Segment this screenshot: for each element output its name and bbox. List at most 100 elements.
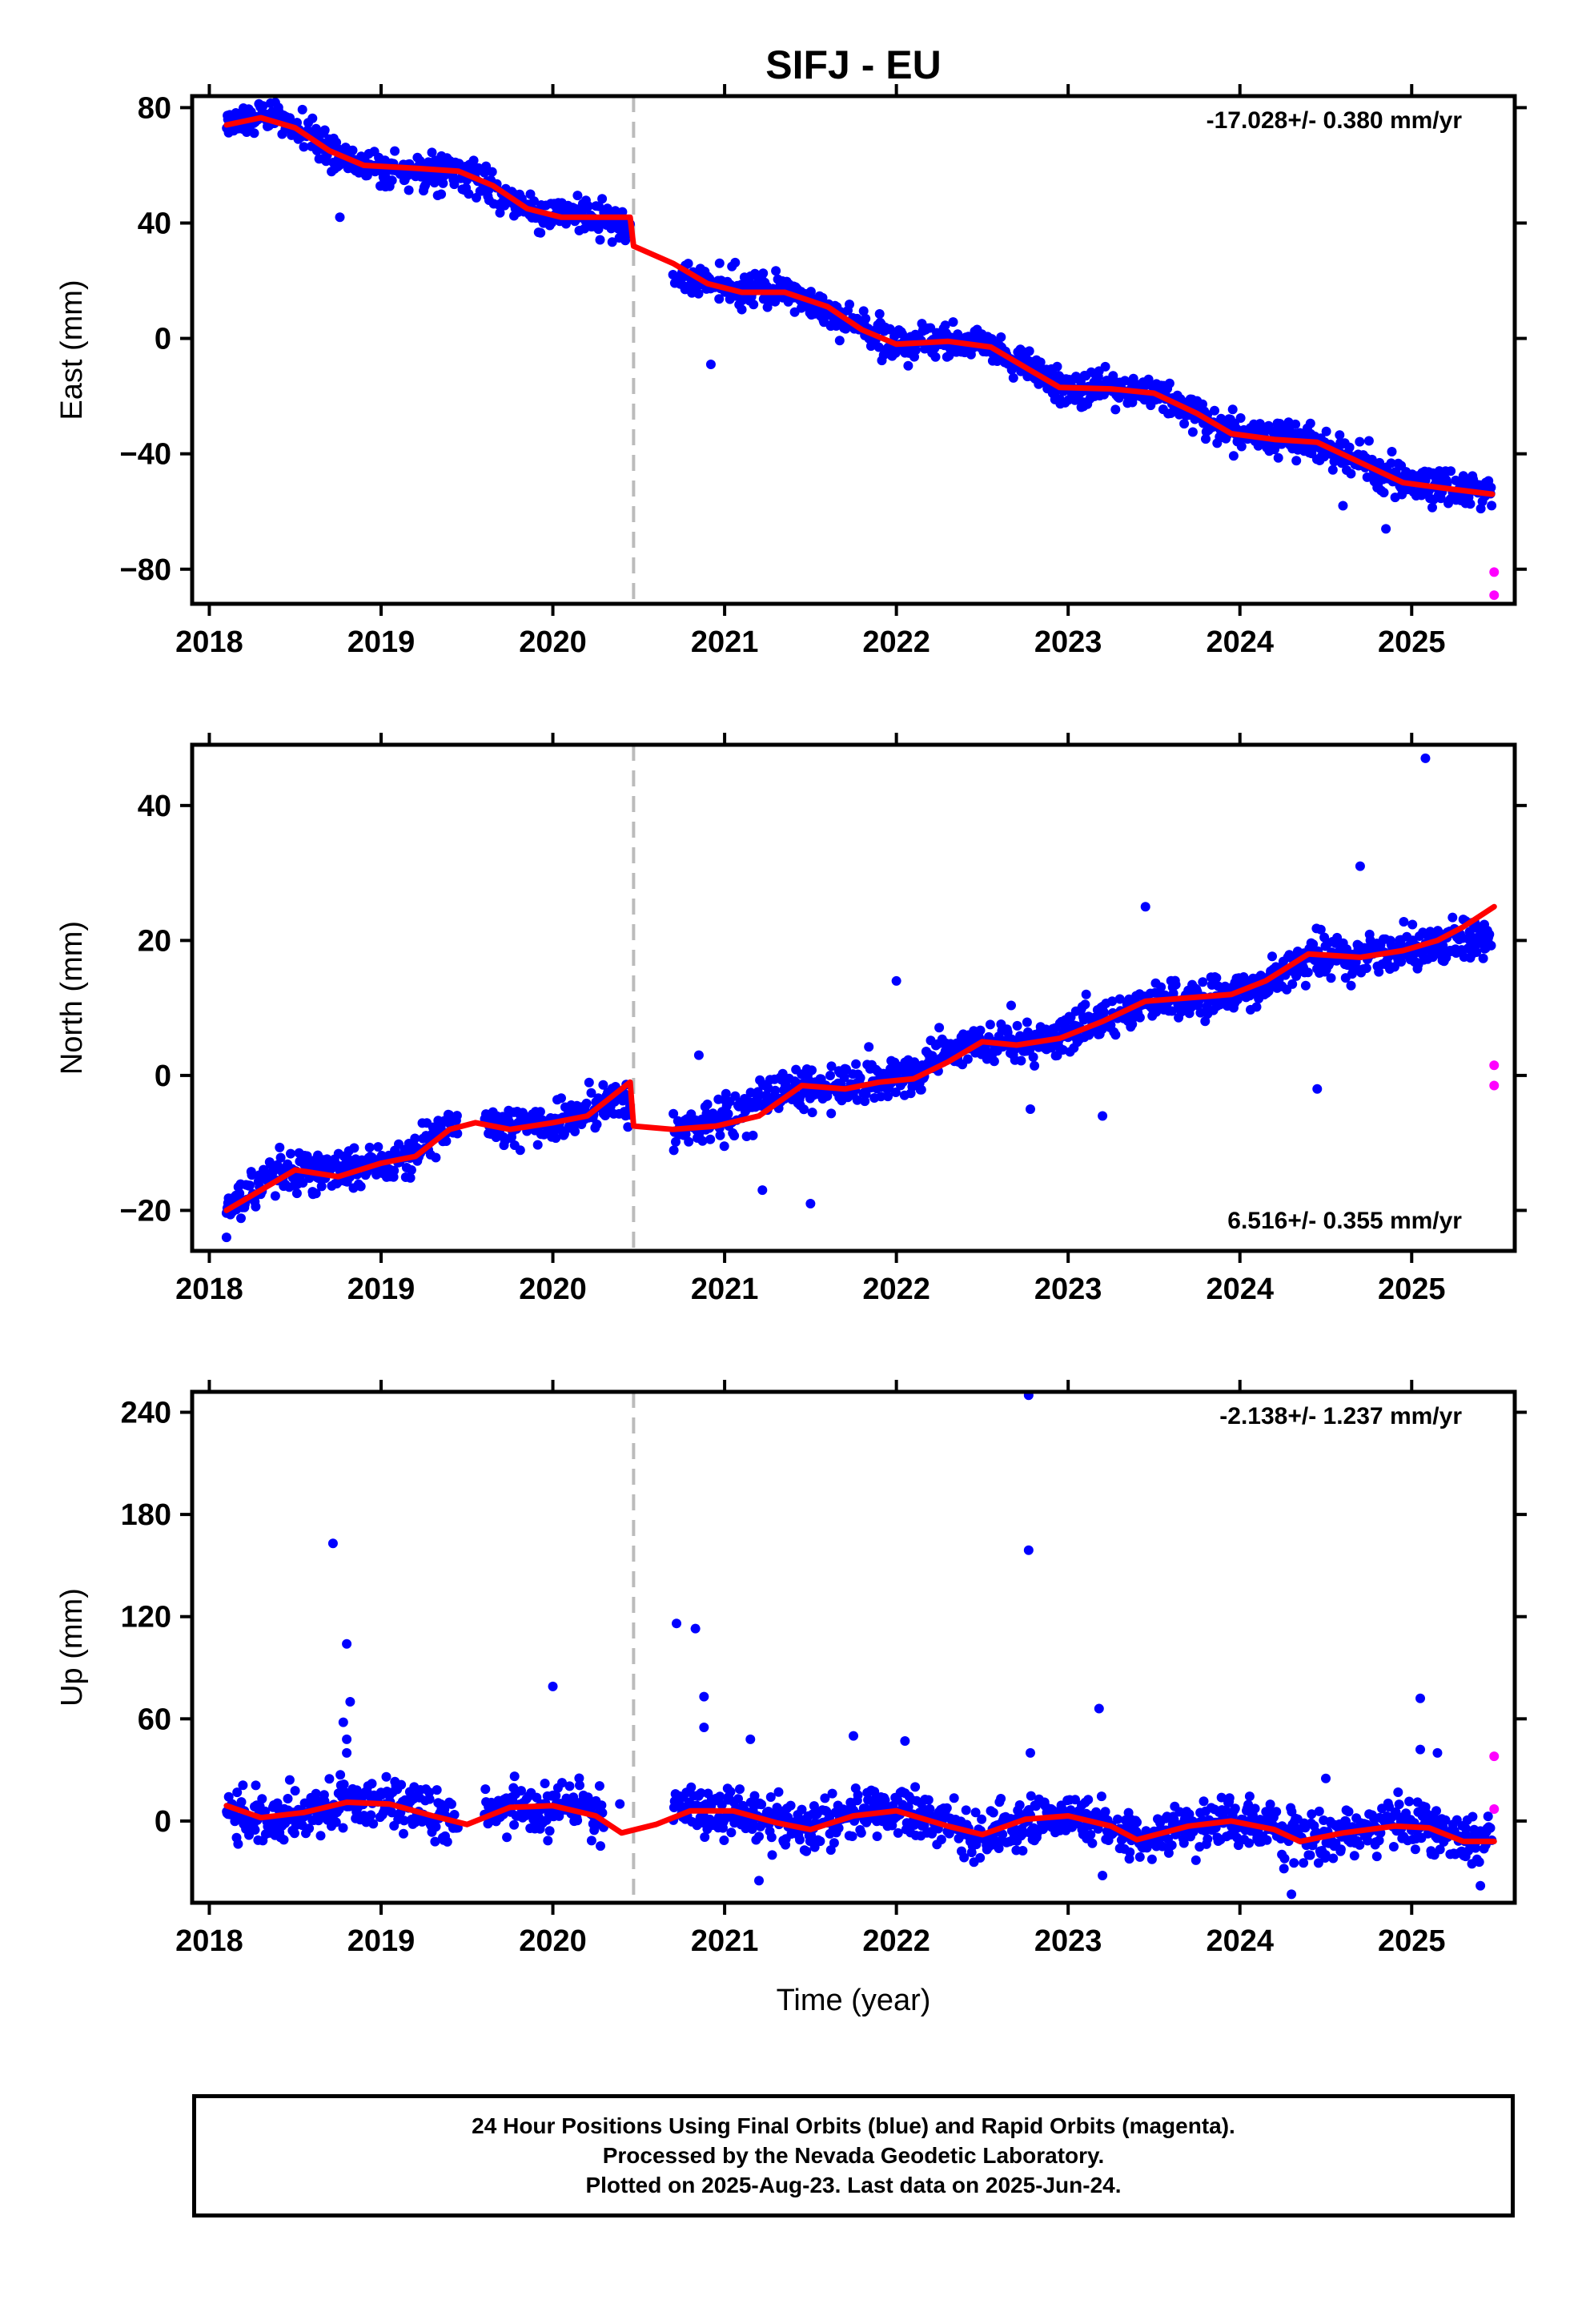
- east-data-point: [319, 125, 330, 135]
- up-data-point: [1313, 1858, 1323, 1868]
- north-data-point: [515, 1145, 525, 1156]
- up-data-point: [540, 1779, 550, 1788]
- north-data-point: [286, 1148, 295, 1159]
- up-data-point: [568, 1792, 579, 1803]
- chart-title: SIFJ - EU: [765, 42, 941, 87]
- up-data-point: [726, 1827, 737, 1838]
- up-plot-area: [222, 1392, 1500, 1903]
- up-data-point: [324, 1774, 335, 1784]
- up-data-point: [232, 1787, 243, 1798]
- up-data-point: [959, 1852, 970, 1863]
- up-data-point: [575, 1780, 584, 1791]
- up-data-point: [283, 1794, 293, 1803]
- legend-box: 24 Hour Positions Using Final Orbits (bl…: [192, 2094, 1515, 2217]
- north-data-point: [551, 1133, 561, 1144]
- up-data-point: [572, 1815, 583, 1826]
- up-data-point: [1191, 1855, 1201, 1865]
- up-data-point: [1224, 1793, 1235, 1803]
- up-data-point: [381, 1771, 391, 1782]
- north-data-point: [1028, 1052, 1038, 1062]
- up-data-point: [1485, 1823, 1496, 1833]
- north-data-point: [807, 1065, 817, 1076]
- east-data-point: [996, 332, 1006, 342]
- up-data-point: [797, 1804, 807, 1815]
- north-data-point: [275, 1152, 286, 1163]
- up-data-point: [1232, 1832, 1243, 1843]
- up-data-point: [368, 1819, 379, 1829]
- north-data-point: [1484, 929, 1495, 939]
- up-y-tick-label: 60: [138, 1703, 171, 1736]
- north-data-point: [1267, 951, 1277, 962]
- up-data-point: [872, 1831, 882, 1841]
- north-data-point: [1472, 947, 1482, 957]
- east-data-point: [449, 179, 460, 190]
- north-data-point: [245, 1180, 255, 1191]
- east-data-point: [1367, 454, 1377, 464]
- north-y-tick-label: 20: [138, 924, 171, 958]
- x-axis-label: Time (year): [777, 1984, 931, 2017]
- north-x-tick-label: 2018: [175, 1273, 243, 1306]
- up-data-point: [1086, 1829, 1096, 1839]
- east-data-point: [714, 294, 725, 304]
- up-data-point: [289, 1828, 299, 1839]
- up-data-point: [335, 1770, 346, 1780]
- up-data-point: [820, 1793, 830, 1803]
- east-data-point: [438, 178, 448, 188]
- up-outlier-point: [1023, 1545, 1034, 1555]
- panel-up: 2018 2019 2020 2021 2022 2023 2024 2025 240 180 12…: [55, 1380, 1527, 1958]
- east-data-point: [758, 268, 769, 279]
- up-data-point: [238, 1780, 248, 1791]
- north-outlier-point: [1025, 1104, 1035, 1115]
- up-data-point: [1384, 1802, 1395, 1812]
- up-outlier-point: [548, 1681, 558, 1691]
- up-data-point: [1435, 1844, 1445, 1855]
- up-data-point: [597, 1807, 608, 1818]
- north-data-point: [825, 1071, 835, 1080]
- north-outlier-point: [891, 975, 901, 986]
- east-y-axis-label: East (mm): [55, 279, 89, 420]
- east-y-tick-label: −80: [120, 553, 171, 587]
- up-x-tick-label: 2023: [1034, 1924, 1102, 1958]
- up-data-point: [1483, 1811, 1493, 1822]
- north-y-axis-label: North (mm): [55, 921, 89, 1075]
- up-x-tick-label: 2020: [519, 1924, 587, 1958]
- up-data-point: [574, 1773, 584, 1783]
- north-outlier-point: [805, 1199, 816, 1209]
- up-data-point: [331, 1817, 341, 1827]
- up-data-point: [315, 1831, 326, 1841]
- legend-line-1: 24 Hour Positions Using Final Orbits (bl…: [472, 2113, 1235, 2138]
- up-data-point: [543, 1835, 553, 1846]
- north-data-point: [697, 1136, 708, 1146]
- east-data-point: [910, 345, 921, 356]
- up-data-point: [1314, 1806, 1324, 1816]
- up-data-point: [1335, 1844, 1346, 1855]
- north-data-point: [799, 1104, 809, 1115]
- east-data-point: [749, 300, 759, 310]
- north-data-point: [876, 1092, 886, 1102]
- north-data-point: [851, 1059, 861, 1069]
- east-y-tick-label: 80: [138, 91, 171, 125]
- up-outlier-point: [1321, 1773, 1331, 1783]
- up-data-point: [1203, 1834, 1213, 1844]
- east-data-point: [1235, 413, 1246, 423]
- east-x-tick-label: 2022: [862, 625, 930, 659]
- north-data-point: [702, 1100, 713, 1109]
- north-data-point: [316, 1181, 327, 1192]
- up-final-orbit-points: [222, 1392, 1497, 1900]
- east-data-point: [730, 257, 741, 267]
- up-data-point: [431, 1822, 441, 1832]
- up-model-curve: [223, 1799, 1497, 1844]
- east-data-point: [1327, 464, 1338, 475]
- up-data-point: [424, 1787, 435, 1798]
- north-data-point: [1346, 980, 1356, 991]
- up-data-point: [586, 1835, 596, 1846]
- up-data-point: [975, 1852, 986, 1863]
- east-data-point: [1100, 361, 1110, 372]
- north-final-orbit-points: [221, 753, 1496, 1243]
- up-data-point: [977, 1814, 987, 1824]
- up-data-point: [767, 1850, 777, 1860]
- east-data-point: [1305, 418, 1315, 428]
- east-data-point: [930, 352, 941, 362]
- north-data-point: [275, 1142, 285, 1152]
- up-data-point: [1113, 1814, 1122, 1824]
